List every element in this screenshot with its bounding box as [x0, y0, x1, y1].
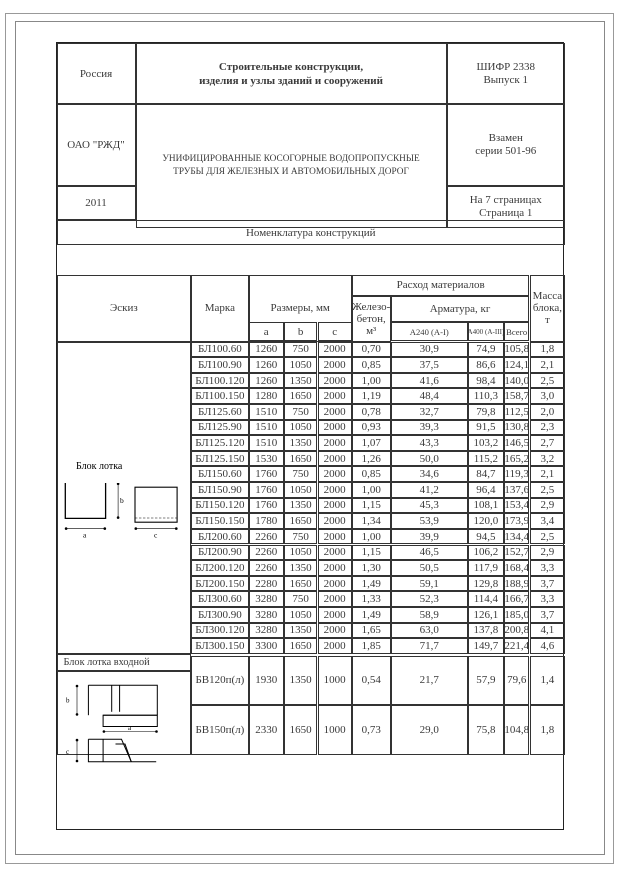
svg-text:b: b — [120, 496, 124, 505]
svg-text:b: b — [66, 697, 70, 705]
svg-text:a: a — [128, 724, 132, 732]
svg-text:c: c — [66, 748, 69, 756]
svg-text:a: a — [83, 531, 87, 540]
svg-text:c: c — [154, 531, 158, 540]
